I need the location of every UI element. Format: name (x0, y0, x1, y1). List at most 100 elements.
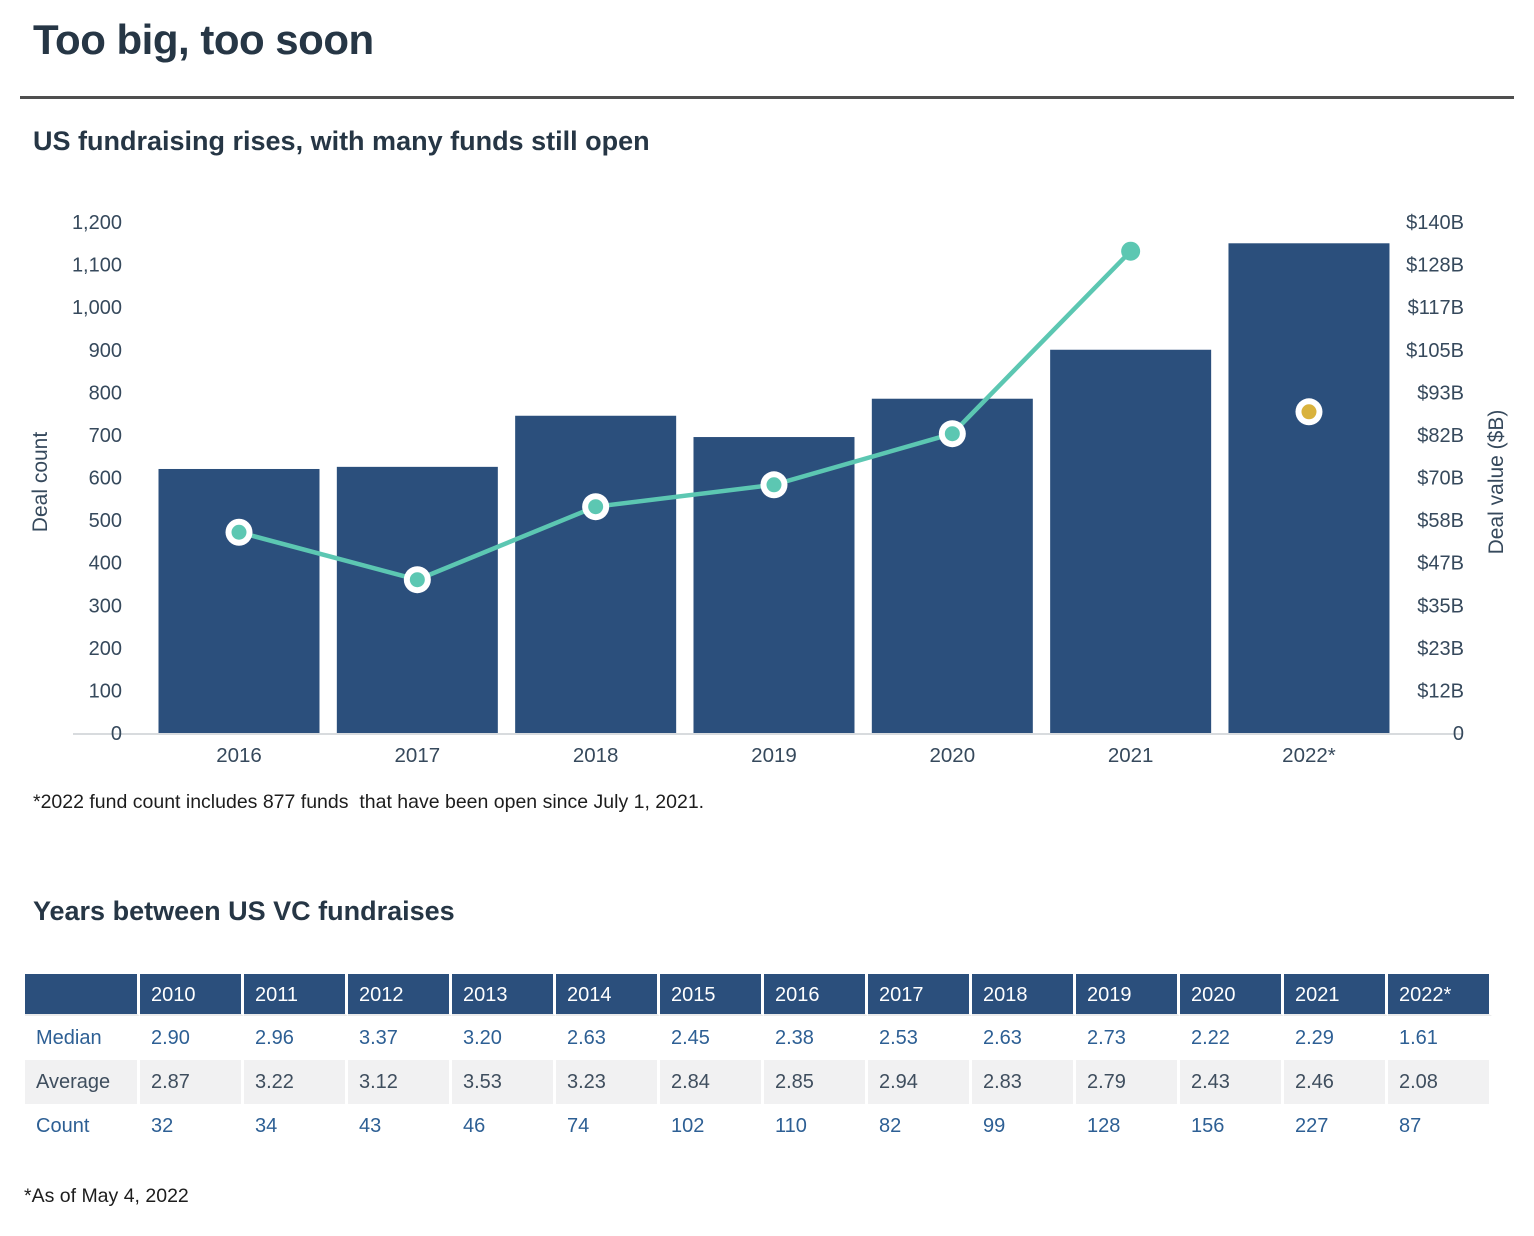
x-axis-label-2019: 2019 (751, 744, 797, 767)
page-title: Too big, too soon (33, 16, 374, 63)
table-cell-average: 2.43 (1180, 1060, 1284, 1104)
table-cell-median: 3.37 (348, 1016, 452, 1060)
table-cell-median: 2.29 (1284, 1016, 1388, 1060)
x-axis-label-2016: 2016 (216, 744, 262, 767)
table-header-year: 2018 (972, 974, 1076, 1016)
bar-2021 (1050, 349, 1212, 733)
table-header-year: 2022* (1388, 974, 1492, 1016)
table-cell-count: 110 (764, 1104, 868, 1148)
table-cell-average: 2.08 (1388, 1060, 1492, 1104)
deal-value-line (238, 249, 1133, 583)
table-cell-average: 2.83 (972, 1060, 1076, 1104)
line-marker-2017 (409, 572, 425, 588)
table-cell-average: 2.87 (140, 1060, 244, 1104)
table-header-year: 2015 (660, 974, 764, 1016)
table-cell-count: 99 (972, 1104, 1076, 1148)
table-cell-average: 2.84 (660, 1060, 764, 1104)
title-divider (20, 96, 1514, 99)
right-axis-tick: $47B (1417, 553, 1464, 575)
table-footnote: *As of May 4, 2022 (24, 1185, 189, 1207)
table-header-year: 2010 (140, 974, 244, 1016)
table-cell-median: 2.45 (660, 1016, 764, 1060)
chart-subtitle: US fundraising rises, with many funds st… (33, 126, 650, 156)
x-axis-label-2018: 2018 (573, 744, 619, 767)
line-marker-2018 (588, 499, 604, 515)
right-axis-tick: $105B (1406, 340, 1464, 362)
table-cell-count: 227 (1284, 1104, 1388, 1148)
line-marker-2021 (1121, 241, 1141, 261)
line-marker-2016 (231, 524, 247, 540)
left-axis-tick: 300 (89, 595, 122, 617)
table-cell-median: 2.53 (868, 1016, 972, 1060)
bar-2016 (158, 468, 320, 733)
table-title: Years between US VC fundraises (33, 896, 455, 926)
table-row-label-average: Average (25, 1060, 140, 1104)
table-cell-count: 82 (868, 1104, 972, 1148)
table-cell-average: 3.23 (556, 1060, 660, 1104)
left-axis-tick: 0 (111, 723, 122, 745)
table-cell-average: 3.12 (348, 1060, 452, 1104)
table-cell-median: 2.73 (1076, 1016, 1180, 1060)
table-row-label-count: Count (25, 1104, 140, 1148)
table-header-year: 2012 (348, 974, 452, 1016)
table-cell-average: 3.53 (452, 1060, 556, 1104)
table-header-year: 2019 (1076, 974, 1180, 1016)
table-cell-count: 43 (348, 1104, 452, 1148)
left-axis-tick: 1,100 (72, 255, 122, 277)
left-axis-tick: 400 (89, 553, 122, 575)
left-axis-tick: 900 (89, 340, 122, 362)
table-cell-median: 2.90 (140, 1016, 244, 1060)
table-cell-median: 2.22 (1180, 1016, 1284, 1060)
left-axis-tick: 800 (89, 382, 122, 404)
left-axis-tick: 700 (89, 425, 122, 447)
right-axis-tick: $82B (1417, 425, 1464, 447)
table-cell-average: 3.22 (244, 1060, 348, 1104)
line-marker-2022* (1301, 404, 1317, 420)
left-axis-tick: 200 (89, 638, 122, 660)
table-header-year: 2013 (452, 974, 556, 1016)
chart-footnote: *2022 fund count includes 877 funds that… (33, 791, 705, 813)
bar-2017 (336, 466, 498, 733)
line-marker-2019 (766, 477, 782, 493)
table-cell-count: 102 (660, 1104, 764, 1148)
table-cell-average: 2.94 (868, 1060, 972, 1104)
bar-2020 (871, 398, 1033, 733)
left-axis-tick: 1,000 (72, 297, 122, 319)
right-axis-tick: $70B (1417, 468, 1464, 490)
line-marker-2020 (944, 426, 960, 442)
right-axis-tick: $93B (1417, 382, 1464, 404)
fundraise-interval-table: 2010 2011 2012 2013 2014 2015 2016 2017 2018 2019… (25, 974, 1492, 1148)
right-axis-tick: $140B (1406, 212, 1464, 234)
right-axis-tick: $128B (1406, 255, 1464, 277)
right-axis-tick: $35B (1417, 595, 1464, 617)
table-row-label-median: Median (25, 1016, 140, 1060)
right-axis-tick: $23B (1417, 638, 1464, 660)
right-axis-tick: $117B (1408, 297, 1464, 319)
bar-2018 (515, 415, 677, 733)
table-header-year: 2014 (556, 974, 660, 1016)
left-axis-tick: 500 (89, 510, 122, 532)
right-axis-tick: 0 (1453, 723, 1464, 745)
table-cell-count: 34 (244, 1104, 348, 1148)
table-header-year: 2011 (244, 974, 348, 1016)
table-cell-count: 74 (556, 1104, 660, 1148)
x-axis-label-2017: 2017 (395, 744, 441, 767)
table-cell-median: 2.63 (556, 1016, 660, 1060)
x-axis-label-2022*: 2022* (1282, 744, 1336, 767)
right-axis-tick: $12B (1417, 680, 1464, 702)
bar-2022* (1228, 243, 1390, 733)
table-cell-median: 2.96 (244, 1016, 348, 1060)
table-cell-count: 128 (1076, 1104, 1180, 1148)
table-cell-average: 2.85 (764, 1060, 868, 1104)
table-corner-cell (25, 974, 140, 1016)
table-cell-count: 87 (1388, 1104, 1492, 1148)
right-axis-tick: $58B (1417, 510, 1464, 532)
table-cell-median: 2.38 (764, 1016, 868, 1060)
table-cell-median: 1.61 (1388, 1016, 1492, 1060)
table-cell-median: 3.20 (452, 1016, 556, 1060)
x-axis-label-2021: 2021 (1108, 744, 1154, 767)
table-header-year: 2017 (868, 974, 972, 1016)
x-axis-label-2020: 2020 (930, 744, 976, 767)
table-header-year: 2020 (1180, 974, 1284, 1016)
left-axis-tick: 600 (89, 468, 122, 490)
